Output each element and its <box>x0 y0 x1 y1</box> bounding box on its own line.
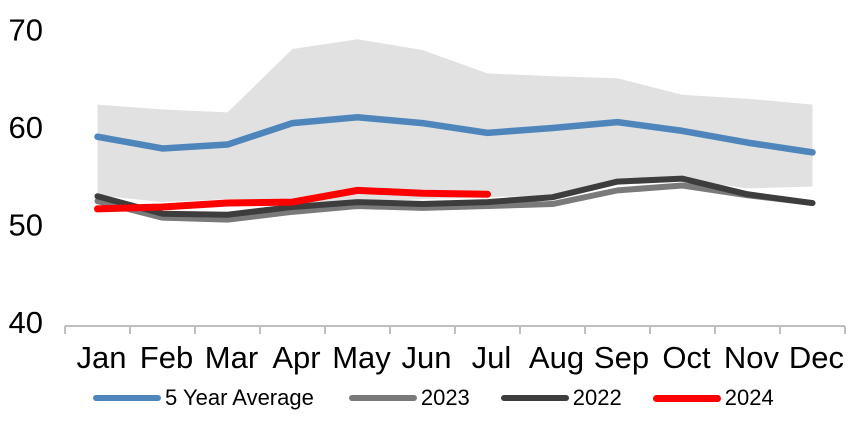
legend-label-2024: 2024 <box>724 385 774 410</box>
y-axis-label-50: 50 <box>9 208 43 243</box>
five-year-range-band <box>97 39 813 205</box>
series-line-2023 <box>94 182 816 223</box>
y-axis-label-60: 60 <box>9 110 43 145</box>
series-line-5-year-average <box>94 114 816 156</box>
y-axis-label-70: 70 <box>9 13 43 48</box>
x-axis-label-sep: Sep <box>594 340 649 375</box>
legend-swatch-2024 <box>652 394 721 402</box>
legend-swatch-5-year-average <box>93 395 161 401</box>
x-axis-label-nov: Nov <box>724 340 780 375</box>
legend-label-2022: 2022 <box>572 385 622 410</box>
legend: 5 Year Average 2023 2022 2024 <box>93 385 774 411</box>
legend-item-2022: 2022 <box>500 385 622 411</box>
x-axis-label-jun: Jun <box>402 340 452 375</box>
legend-item-5-year-average: 5 Year Average <box>93 385 314 411</box>
legend-swatch-2023 <box>348 395 417 401</box>
x-axis-label-oct: Oct <box>662 340 711 375</box>
x-axis-label-aug: Aug <box>529 340 584 375</box>
legend-label-2023: 2023 <box>420 385 470 410</box>
series-line-2022 <box>94 175 816 218</box>
x-axis-label-may: May <box>332 340 391 375</box>
legend-swatch-2022 <box>500 395 569 401</box>
legend-label-5-year-average: 5 Year Average <box>165 385 314 410</box>
legend-item-2023: 2023 <box>348 385 470 411</box>
x-axis-label-dec: Dec <box>789 340 844 375</box>
x-axis-label-jul: Jul <box>472 340 512 375</box>
x-axis-label-feb: Feb <box>140 340 193 375</box>
y-axis-label-40: 40 <box>9 305 43 340</box>
x-axis-label-apr: Apr <box>272 340 320 375</box>
x-axis-label-jan: Jan <box>77 340 127 375</box>
series-line-2024 <box>94 186 491 213</box>
legend-item-2024: 2024 <box>652 385 774 411</box>
x-axis-label-mar: Mar <box>205 340 258 375</box>
